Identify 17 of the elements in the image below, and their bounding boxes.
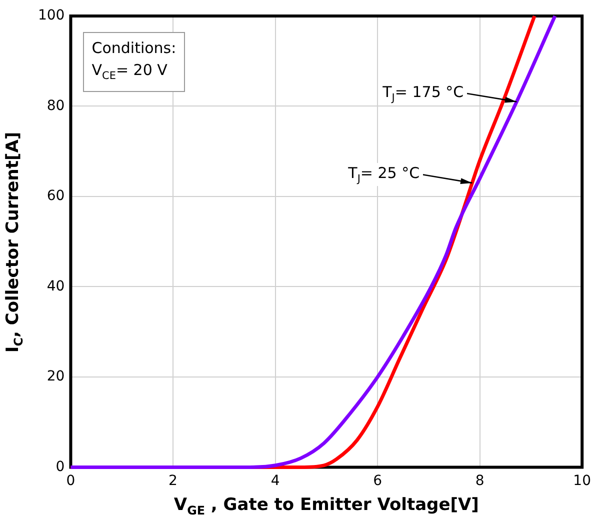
y-tick-label: 60 [46,188,65,204]
annotation: Conditions: [92,39,176,57]
y-tick-label: 0 [56,458,65,475]
x-tick-label: 8 [475,473,484,490]
y-tick-label: 20 [46,368,65,385]
y-tick-label: 80 [46,98,65,114]
y-tick-label: 40 [46,278,65,294]
x-tick-label: 2 [168,473,178,490]
x-tick-label: 6 [373,473,382,490]
x-axis-title: V$_{GE}$ , Gate to Emitter Voltage[V] [174,495,479,518]
annotation: T$_{J}$= 25 °C [345,163,423,186]
y-tick-label: 100 [38,8,65,24]
annotation: V$_{CE}$= 20 V [92,61,168,82]
x-tick-label: 10 [573,473,592,490]
x-tick-label: 0 [66,473,76,490]
annotation: T$_{J}$= 175 °C [380,82,467,106]
x-tick-label: 4 [270,473,280,490]
